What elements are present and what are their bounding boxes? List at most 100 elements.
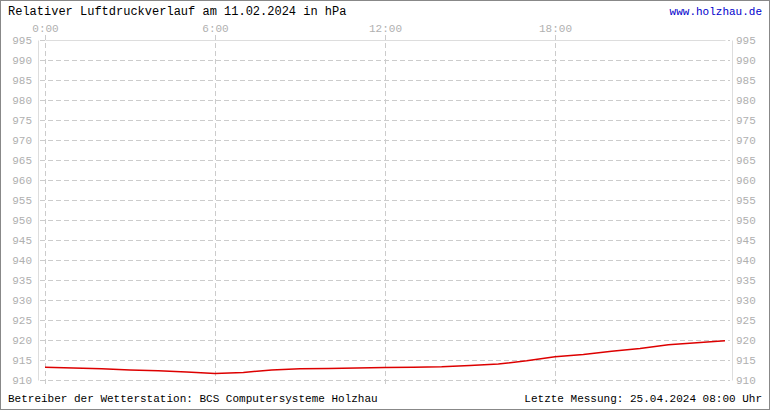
tick-label: 990: [736, 55, 756, 67]
grid-line: [40, 40, 730, 41]
grid-line: [215, 35, 216, 385]
tick-label: 915: [12, 355, 32, 367]
tick-label: 950: [736, 215, 756, 227]
tick-label: 980: [12, 95, 32, 107]
tick-label: 975: [736, 115, 756, 127]
tick: 970: [732, 135, 756, 147]
tick-label: 950: [12, 215, 32, 227]
plot: [45, 341, 725, 374]
tick-label: 960: [12, 175, 32, 187]
tick: 945: [732, 235, 756, 247]
tick-label: 995: [12, 35, 32, 47]
grid-line: [555, 35, 556, 385]
tick: 950: [732, 215, 756, 227]
x-axis: 0:00 6:00 12:00 18:00: [32, 23, 725, 41]
tick: 910: [12, 375, 38, 387]
grid-line: [40, 240, 730, 241]
grid-line: [40, 200, 730, 201]
tick-label: 935: [12, 275, 32, 287]
tick-label: 930: [736, 295, 756, 307]
tick-label: 990: [12, 55, 32, 67]
tick: 945: [12, 235, 38, 247]
tick: 940: [732, 255, 756, 267]
grid-line: [385, 35, 386, 385]
tick: 925: [12, 315, 38, 327]
tick-label: 995: [736, 35, 756, 47]
tick-label: 920: [12, 335, 32, 347]
tick: 980: [12, 95, 38, 107]
axis-line: [46, 40, 726, 41]
tick-label: 910: [736, 375, 756, 387]
tick-label: 6:00: [202, 23, 228, 35]
tick: 985: [732, 75, 756, 87]
pressure-line: [45, 341, 725, 374]
tick: 955: [12, 195, 38, 207]
tick-label: 970: [12, 135, 32, 147]
tick: 960: [732, 175, 756, 187]
tick: 910: [732, 375, 756, 387]
tick: 18:00: [539, 23, 572, 40]
tick-label: 975: [12, 115, 32, 127]
tick: 915: [12, 355, 38, 367]
tick: 940: [12, 255, 38, 267]
tick: 980: [732, 95, 756, 107]
y-axis: 910 915 920 925 930 935 940 945 950 955 960 965 970 9…: [732, 35, 756, 387]
grid-line: [40, 320, 730, 321]
tick-label: 920: [736, 335, 756, 347]
tick: 975: [12, 115, 38, 127]
title: Relativer Luftdruckverlauf am 11.02.2024…: [8, 5, 346, 19]
last-measurement: Letzte Messung: 25.04.2024 08:00 Uhr: [524, 393, 762, 405]
tick: 930: [12, 295, 38, 307]
tick-label: 985: [12, 75, 32, 87]
tick-label: 925: [12, 315, 32, 327]
tick: 990: [12, 55, 38, 67]
tick: 965: [12, 155, 38, 167]
tick: 950: [12, 215, 38, 227]
site-link: www.holzhau.de: [670, 6, 762, 18]
tick-label: 945: [736, 235, 756, 247]
tick-label: 935: [736, 275, 756, 287]
tick-label: 0:00: [32, 23, 58, 35]
tick-label: 955: [736, 195, 756, 207]
tick-label: 965: [736, 155, 756, 167]
grid-line: [40, 360, 730, 361]
axis-line: [732, 41, 733, 381]
tick-label: 915: [736, 355, 756, 367]
axis-line: [38, 41, 39, 381]
tick: 935: [12, 275, 38, 287]
tick-label: 955: [12, 195, 32, 207]
y-axis: 910 915 920 925 930 935 940 945 950 955 960 965 970 9…: [12, 35, 38, 387]
tick: 955: [732, 195, 756, 207]
operator-note: Betreiber der Wetterstation: BCS Compute…: [8, 393, 378, 405]
tick-label: 980: [736, 95, 756, 107]
tick: 990: [732, 55, 756, 67]
tick: 995: [12, 35, 38, 47]
tick-label: 960: [736, 175, 756, 187]
tick: 935: [732, 275, 756, 287]
chart: 910 915 920 925 930 935 940 945 950 955 960 965 970 9…: [0, 0, 770, 410]
tick-label: 18:00: [539, 23, 572, 35]
tick: 965: [732, 155, 756, 167]
tick: 985: [12, 75, 38, 87]
tick-label: 12:00: [369, 23, 402, 35]
tick: 925: [732, 315, 756, 327]
tick: 915: [732, 355, 756, 367]
tick-label: 925: [736, 315, 756, 327]
grid-line: [40, 80, 730, 81]
grid-line: [40, 280, 730, 281]
tick-label: 940: [12, 255, 32, 267]
grid-line: [40, 160, 730, 161]
tick: 975: [732, 115, 756, 127]
tick-label: 910: [12, 375, 32, 387]
tick-label: 985: [736, 75, 756, 87]
tick: 930: [732, 295, 756, 307]
tick: 0:00: [32, 23, 58, 40]
tick: 920: [732, 335, 756, 347]
border: [1, 1, 770, 410]
grid: [40, 35, 730, 385]
grid-line: [45, 35, 46, 385]
tick: 970: [12, 135, 38, 147]
tick: 995: [732, 35, 756, 47]
tick: 12:00: [369, 23, 402, 40]
tick-label: 930: [12, 295, 32, 307]
